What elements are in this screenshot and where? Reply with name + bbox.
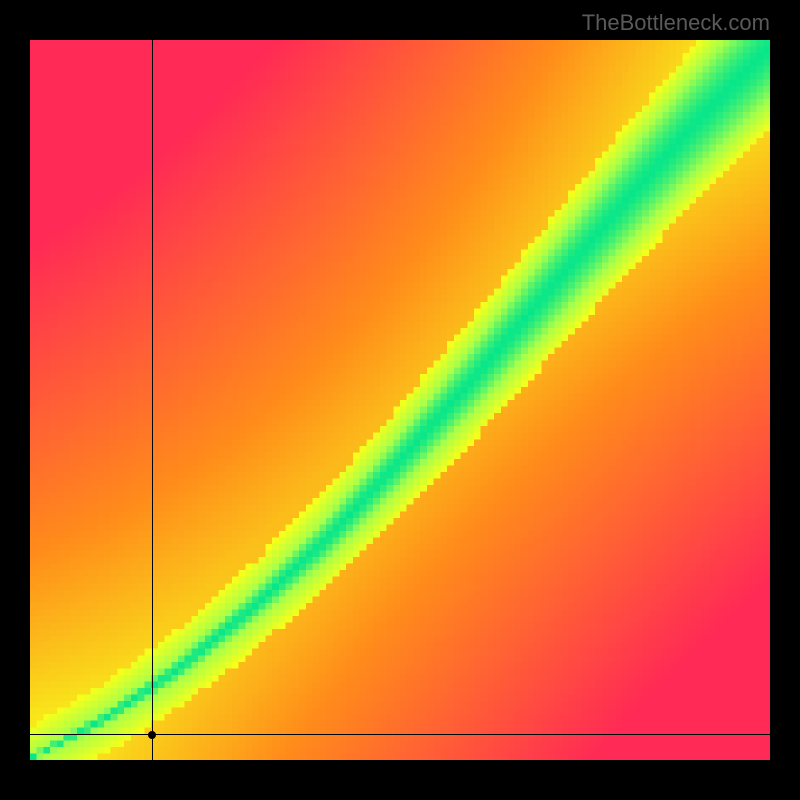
crosshair-vertical xyxy=(152,40,153,760)
crosshair-marker xyxy=(148,731,156,739)
heatmap-canvas xyxy=(30,40,770,760)
crosshair-horizontal xyxy=(30,734,770,735)
chart-container: TheBottleneck.com xyxy=(0,0,800,800)
watermark-text: TheBottleneck.com xyxy=(582,10,770,36)
